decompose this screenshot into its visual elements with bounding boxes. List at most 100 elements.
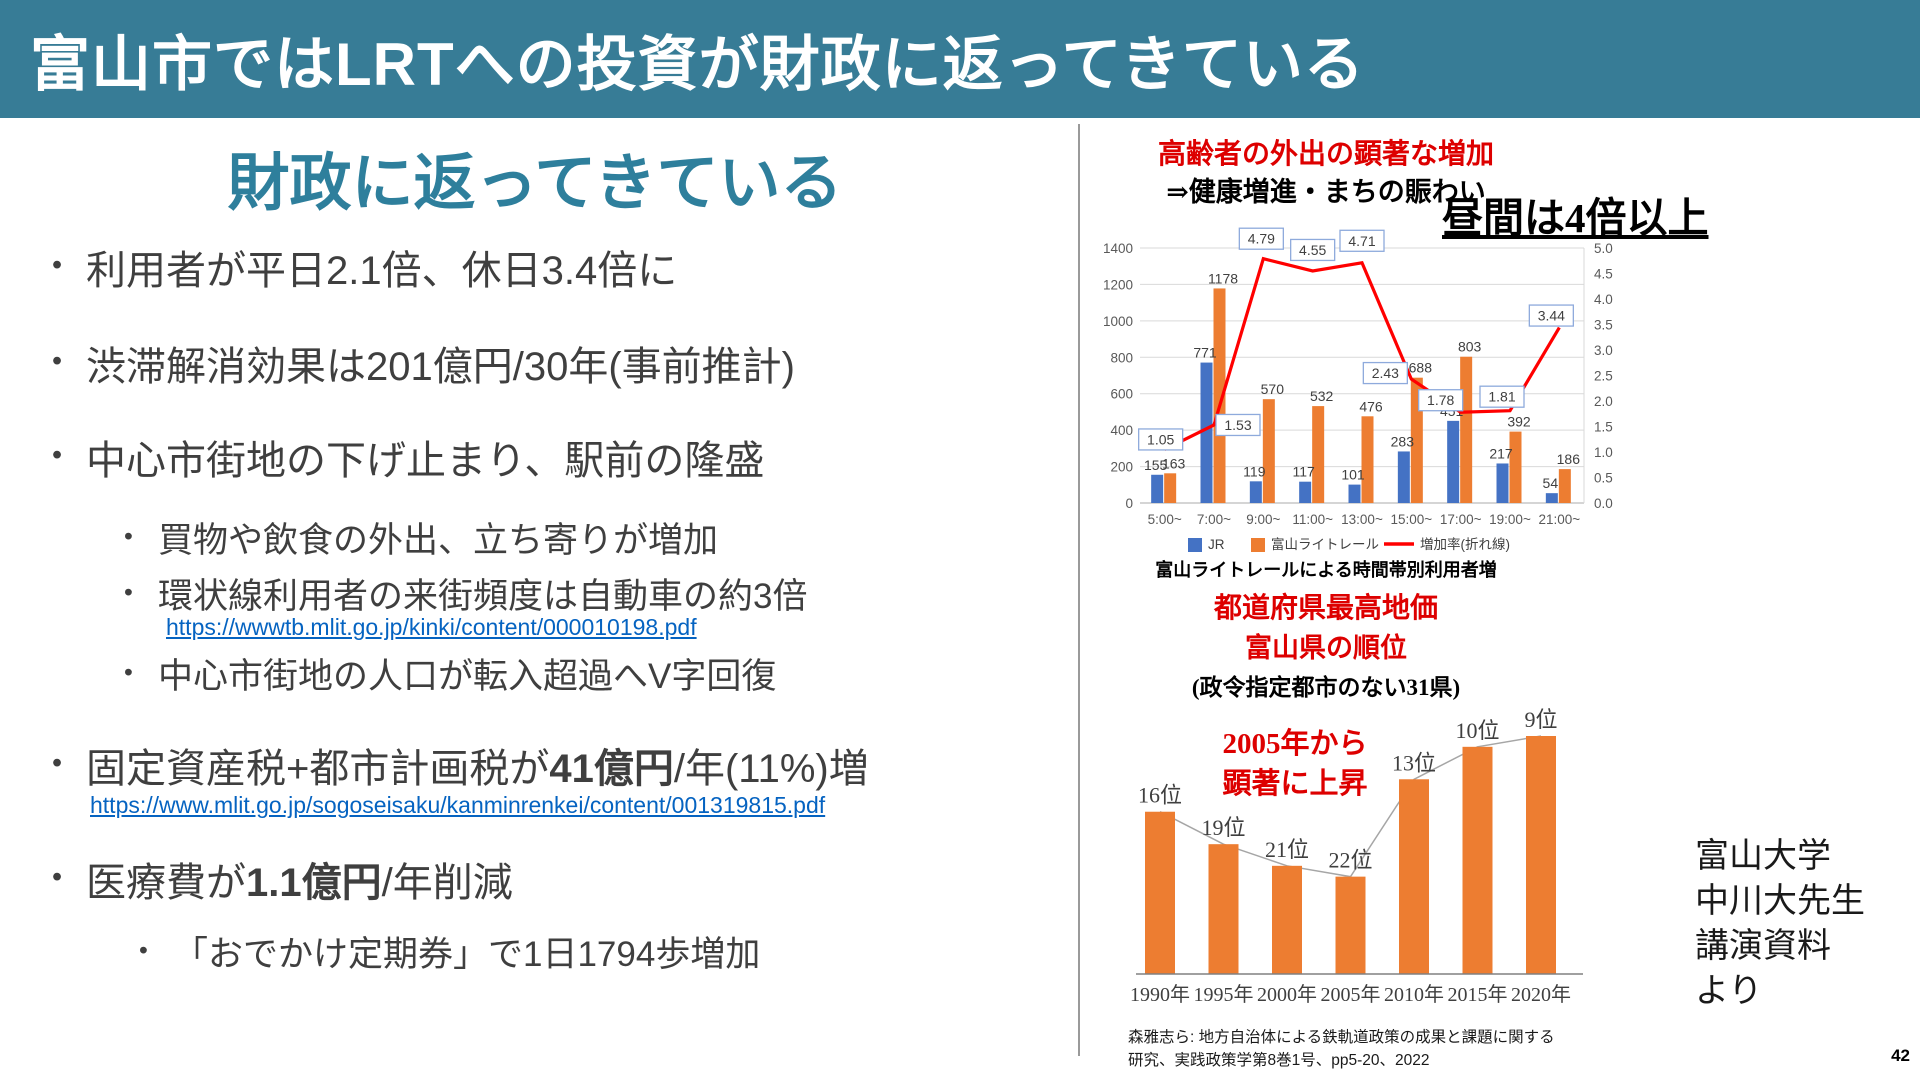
svg-text:600: 600 — [1110, 387, 1133, 402]
svg-text:1995年: 1995年 — [1194, 983, 1254, 1006]
slide-title: 富山市ではLRTへの投資が財政に返ってきている — [30, 30, 1365, 98]
svg-text:2.43: 2.43 — [1372, 365, 1399, 381]
source-attribution: 富山大学 中川大先生 講演資料 より — [1695, 834, 1865, 1014]
svg-text:1.78: 1.78 — [1427, 392, 1454, 408]
svg-text:2000年: 2000年 — [1257, 983, 1317, 1006]
bullet-medical: 医療費が1.1億円/年削減 — [48, 850, 513, 908]
svg-text:0.0: 0.0 — [1594, 496, 1613, 511]
source-line-1: 富山大学 — [1695, 837, 1831, 875]
svg-text:200: 200 — [1110, 460, 1133, 475]
section-heading: 財政に返ってきている — [227, 149, 843, 218]
svg-text:3.5: 3.5 — [1594, 318, 1613, 333]
land-price-rank-chart: 16位 1990年 19位 1995年 21位 2000年 22位 2005年 13位 2010年… — [1128, 702, 1598, 1022]
svg-text:17:00~: 17:00~ — [1440, 512, 1482, 527]
svg-text:2.5: 2.5 — [1594, 369, 1613, 384]
subbullet-population: 中心市街地の人口が転入超過へV字回復 — [120, 648, 776, 699]
chart2-svg: 16位 1990年 19位 1995年 21位 2000年 22位 2005年 13位 2010年… — [1130, 707, 1583, 1006]
svg-text:476: 476 — [1359, 398, 1383, 414]
svg-text:4.79: 4.79 — [1248, 231, 1275, 247]
citation-line-2: 研究、実践政策学第8巻1号、pp5-20、2022 — [1128, 1052, 1430, 1069]
bullet-congestion: 渋滞解消効果は201億円/30年(事前推計) — [48, 334, 795, 392]
svg-text:803: 803 — [1458, 339, 1482, 355]
svg-text:163: 163 — [1162, 455, 1186, 471]
svg-text:1.05: 1.05 — [1147, 431, 1174, 447]
svg-text:9:00~: 9:00~ — [1246, 512, 1280, 527]
column-divider — [1078, 124, 1080, 1056]
svg-text:688: 688 — [1409, 360, 1433, 376]
bullet-tax: 固定資産税+都市計画税が41億円/年(11%)増 — [48, 736, 869, 794]
bullet-tax-text: 固定資産税+都市計画税が41億円/年(11%)増 — [86, 747, 869, 791]
svg-text:1.5: 1.5 — [1594, 420, 1613, 435]
svg-text:101: 101 — [1341, 467, 1365, 483]
svg-text:1000: 1000 — [1103, 314, 1133, 329]
svg-text:1.0: 1.0 — [1594, 445, 1613, 460]
page-number: 42 — [1891, 1046, 1910, 1065]
svg-text:1200: 1200 — [1103, 277, 1133, 292]
svg-text:2.0: 2.0 — [1594, 394, 1613, 409]
bullet-downtown: 中心市街地の下げ止まり、駅前の隆盛 — [48, 428, 764, 486]
bullet-ridership-text: 利用者が平日2.1倍、休日3.4倍に — [86, 249, 678, 293]
bullet-ridership: 利用者が平日2.1倍、休日3.4倍に — [48, 238, 677, 296]
subbullet-loopline-text: 環状線利用者の来街頻度は自動車の約3倍 — [158, 577, 808, 616]
svg-text:155: 155 — [1144, 457, 1168, 473]
svg-text:19位: 19位 — [1201, 815, 1245, 840]
land-price-title-line2: 富山県の順位 — [1245, 633, 1407, 663]
svg-text:13位: 13位 — [1392, 750, 1436, 775]
since-2005-line1: 2005年から — [1222, 728, 1368, 760]
svg-text:JR: JR — [1208, 537, 1225, 552]
svg-text:532: 532 — [1310, 388, 1334, 404]
headline-health-town: ⇒健康増進・まちの賑わい — [1166, 177, 1486, 207]
bullet-downtown-text: 中心市街地の下げ止まり、駅前の隆盛 — [86, 439, 765, 483]
svg-text:2010年: 2010年 — [1384, 983, 1444, 1006]
svg-text:1178: 1178 — [1208, 270, 1238, 286]
svg-text:11:00~: 11:00~ — [1292, 512, 1333, 527]
svg-text:2020年: 2020年 — [1511, 983, 1571, 1006]
svg-text:22位: 22位 — [1328, 848, 1372, 873]
citation: 森雅志ら: 地方自治体による鉄軌道政策の成果と課題に関する 研究、実践政策学第8… — [1128, 1026, 1555, 1072]
link-mlit-kinki[interactable]: https://wwwtb.mlit.go.jp/kinki/content/0… — [166, 614, 697, 640]
svg-text:283: 283 — [1391, 433, 1415, 449]
svg-text:21位: 21位 — [1265, 837, 1309, 862]
svg-text:117: 117 — [1293, 464, 1316, 480]
svg-text:10位: 10位 — [1455, 718, 1499, 743]
citation-line-1: 森雅志ら: 地方自治体による鉄軌道政策の成果と課題に関する — [1128, 1029, 1555, 1046]
svg-text:4.71: 4.71 — [1348, 233, 1375, 249]
svg-text:400: 400 — [1110, 423, 1133, 438]
svg-text:2005年: 2005年 — [1321, 983, 1381, 1006]
svg-text:3.0: 3.0 — [1594, 343, 1613, 358]
svg-text:3.44: 3.44 — [1538, 308, 1565, 324]
bullet-congestion-text: 渋滞解消効果は201億円/30年(事前推計) — [86, 345, 795, 389]
since-2005-line2: 顕著に上昇 — [1222, 768, 1368, 800]
link-mlit-sogoseisaku[interactable]: https://www.mlit.go.jp/sogoseisaku/kanmi… — [90, 792, 826, 818]
svg-text:800: 800 — [1110, 350, 1133, 365]
riders-by-time-chart: 0 200 400 600 800 1000 1200 1400 0.0 0.5 1.0 1.5 2.0… — [1086, 224, 1646, 574]
svg-text:7:00~: 7:00~ — [1197, 512, 1231, 527]
svg-text:13:00~: 13:00~ — [1341, 512, 1383, 527]
svg-text:5.0: 5.0 — [1594, 241, 1613, 256]
chart1-svg: 0 200 400 600 800 1000 1200 1400 0.0 0.5 1.0 1.5 2.0… — [1103, 227, 1613, 552]
svg-text:771: 771 — [1193, 345, 1217, 361]
svg-text:392: 392 — [1507, 414, 1531, 430]
daytime-4x-annotation: 昼間は4倍以上 — [1442, 195, 1709, 241]
svg-text:54: 54 — [1543, 475, 1559, 491]
svg-text:19:00~: 19:00~ — [1489, 512, 1531, 527]
land-price-subtitle: (政令指定都市のない31県) — [1191, 675, 1461, 700]
svg-text:4.55: 4.55 — [1299, 242, 1326, 258]
headline-elderly-outings: 高齢者の外出の顕著な増加 — [1157, 139, 1494, 170]
svg-text:0: 0 — [1125, 496, 1133, 511]
svg-text:2015年: 2015年 — [1448, 983, 1508, 1006]
title-bar: 富山市ではLRTへの投資が財政に返ってきている — [0, 0, 1920, 118]
svg-text:9位: 9位 — [1524, 707, 1557, 732]
svg-text:増加率(折れ線): 増加率(折れ線) — [1420, 536, 1510, 552]
subbullet-odekake: 「おでかけ定期券」で1日1794歩増加 — [135, 926, 760, 977]
subbullet-shopping-text: 買物や飲食の外出、立ち寄りが増加 — [158, 521, 719, 560]
svg-text:119: 119 — [1243, 463, 1266, 479]
svg-text:217: 217 — [1489, 445, 1513, 461]
svg-text:570: 570 — [1261, 381, 1285, 397]
svg-text:4.0: 4.0 — [1594, 292, 1613, 307]
source-line-4: より — [1695, 972, 1763, 1010]
source-line-2: 中川大先生 — [1695, 882, 1865, 920]
svg-text:5:00~: 5:00~ — [1148, 512, 1182, 527]
svg-text:0.5: 0.5 — [1594, 471, 1613, 486]
